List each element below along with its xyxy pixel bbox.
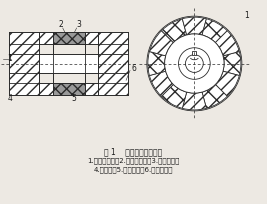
Wedge shape xyxy=(182,17,206,35)
Bar xyxy=(53,83,85,95)
Bar xyxy=(9,73,39,95)
Text: 4.孔挡圈；5.外防护套；6.右半联轴器: 4.孔挡圈；5.外防护套；6.右半联轴器 xyxy=(93,166,173,173)
Text: 4: 4 xyxy=(7,94,12,103)
Bar xyxy=(98,73,128,95)
Text: 5: 5 xyxy=(71,94,76,103)
Wedge shape xyxy=(150,71,173,96)
Circle shape xyxy=(147,16,242,111)
Bar xyxy=(53,32,85,44)
Bar xyxy=(85,32,98,44)
Text: 2: 2 xyxy=(58,20,63,29)
Bar xyxy=(85,83,98,95)
Bar xyxy=(39,32,53,44)
Bar xyxy=(9,32,39,54)
Wedge shape xyxy=(215,31,239,56)
Text: 1: 1 xyxy=(244,11,249,20)
Wedge shape xyxy=(148,52,166,75)
Wedge shape xyxy=(202,19,227,43)
Text: 图 1    楔块式弹性联轴器: 图 1 楔块式弹性联轴器 xyxy=(104,147,162,156)
Text: 3: 3 xyxy=(76,20,81,29)
Circle shape xyxy=(186,55,203,72)
Wedge shape xyxy=(182,92,206,110)
Bar xyxy=(53,44,85,83)
Bar xyxy=(39,54,98,73)
Text: 1.左半联轴器；2.橡胶弹性块；3.内防护套；: 1.左半联轴器；2.橡胶弹性块；3.内防护套； xyxy=(87,157,179,164)
Wedge shape xyxy=(202,84,227,108)
Bar xyxy=(98,32,128,54)
Circle shape xyxy=(165,34,224,93)
Bar xyxy=(98,54,128,73)
Circle shape xyxy=(179,48,210,79)
Wedge shape xyxy=(215,71,239,96)
Wedge shape xyxy=(162,19,187,43)
Text: 6: 6 xyxy=(131,64,136,73)
Bar xyxy=(193,51,196,55)
Bar xyxy=(9,54,39,73)
Wedge shape xyxy=(223,52,241,75)
Wedge shape xyxy=(150,31,173,56)
Wedge shape xyxy=(162,84,187,108)
Text: 1: 1 xyxy=(7,54,12,63)
Bar xyxy=(39,83,53,95)
